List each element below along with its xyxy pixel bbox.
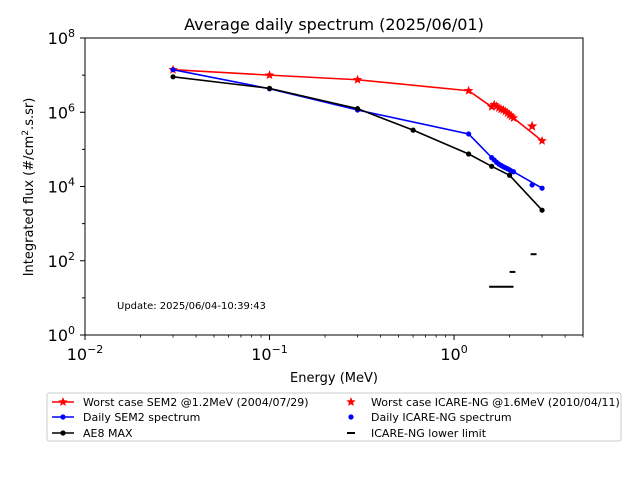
y-axis-label: Integrated flux (#/cm2.s.sr) bbox=[21, 98, 37, 277]
dot-marker bbox=[466, 131, 472, 137]
y-tick-base: 10 bbox=[48, 252, 68, 271]
y-tick-exp: 8 bbox=[68, 27, 75, 40]
legend-entry: Daily ICARE-NG spectrum bbox=[348, 411, 512, 424]
dot-marker bbox=[466, 151, 472, 157]
x-tick-exp: 0 bbox=[461, 343, 468, 356]
y-axis-label-tail: .s.sr) bbox=[22, 98, 37, 130]
y-tick-exp: 0 bbox=[68, 324, 75, 337]
dot-marker bbox=[539, 185, 545, 191]
legend-star-marker bbox=[346, 397, 356, 407]
series-layer bbox=[168, 64, 547, 288]
legend-label: Worst case ICARE-NG @1.6MeV (2010/04/11) bbox=[371, 396, 620, 409]
y-tick-base: 10 bbox=[48, 103, 68, 122]
y-tick-exp: 2 bbox=[68, 250, 75, 263]
y-tick-exp: 4 bbox=[68, 176, 75, 189]
dot-marker bbox=[266, 85, 273, 91]
x-tick-label: 100 bbox=[440, 343, 467, 364]
dot-marker bbox=[539, 207, 545, 213]
star-marker bbox=[486, 101, 497, 111]
x-axis-label: Energy (MeV) bbox=[290, 371, 378, 386]
star-marker bbox=[526, 120, 538, 131]
legend-entry: Worst case ICARE-NG @1.6MeV (2010/04/11) bbox=[346, 396, 620, 409]
dot-marker bbox=[170, 67, 176, 73]
star-marker bbox=[500, 106, 511, 116]
legend-label: Daily ICARE-NG spectrum bbox=[371, 411, 512, 424]
y-tick-base: 10 bbox=[48, 29, 68, 48]
legend-dot-marker bbox=[60, 430, 66, 436]
legend-items: Worst case SEM2 @1.2MeV (2004/07/29) Dail… bbox=[52, 396, 620, 440]
legend: Worst case SEM2 @1.2MeV (2004/07/29) Dail… bbox=[46, 392, 622, 442]
series-line bbox=[172, 76, 543, 211]
series-line bbox=[172, 68, 543, 189]
y-tick-label: 100 bbox=[48, 324, 75, 345]
star-marker bbox=[498, 105, 509, 115]
series-4 bbox=[529, 182, 535, 188]
y-tick-label: 102 bbox=[48, 250, 75, 271]
x-tick-exp: −1 bbox=[272, 343, 288, 356]
x-tick-label: 10−2 bbox=[67, 343, 104, 364]
legend-entry: Daily SEM2 spectrum bbox=[52, 411, 200, 424]
legend-entry: AE8 MAX bbox=[52, 427, 133, 440]
legend-star-marker bbox=[58, 397, 68, 407]
dot-marker bbox=[410, 127, 416, 133]
legend-label: Worst case SEM2 @1.2MeV (2004/07/29) bbox=[83, 396, 308, 409]
x-tick-exp: −2 bbox=[87, 343, 103, 356]
y-tick-exp: 6 bbox=[68, 101, 75, 114]
star-marker bbox=[264, 70, 275, 80]
chart-title: Average daily spectrum (2025/06/01) bbox=[184, 15, 484, 34]
star-marker bbox=[489, 99, 499, 109]
star-marker bbox=[506, 111, 517, 121]
y-tick-label: 106 bbox=[48, 101, 75, 122]
x-tick-base: 10 bbox=[67, 345, 87, 364]
series-0 bbox=[168, 64, 547, 145]
series-5 bbox=[489, 253, 537, 288]
y-tick-base: 10 bbox=[48, 326, 68, 345]
dot-marker bbox=[506, 172, 513, 178]
star-marker bbox=[508, 113, 519, 123]
series-3 bbox=[526, 120, 538, 131]
y-tick-label: 104 bbox=[48, 176, 75, 197]
legend-label: AE8 MAX bbox=[83, 427, 133, 440]
star-marker bbox=[352, 74, 363, 84]
y-axis-label-sup: 2 bbox=[21, 130, 31, 136]
legend-label: Daily SEM2 spectrum bbox=[83, 411, 200, 424]
star-marker bbox=[494, 103, 504, 113]
dot-marker bbox=[529, 182, 535, 188]
legend-entry: ICARE-NG lower limit bbox=[347, 427, 487, 440]
star-marker bbox=[504, 109, 515, 119]
axes-frame bbox=[84, 37, 584, 336]
star-marker bbox=[491, 101, 502, 111]
series-2 bbox=[170, 74, 545, 213]
y-tick-base: 10 bbox=[48, 178, 68, 197]
series-1 bbox=[170, 67, 545, 191]
update-annotation: Update: 2025/06/04-10:39:43 bbox=[117, 301, 266, 312]
legend-dot-marker bbox=[348, 414, 354, 420]
legend-label: ICARE-NG lower limit bbox=[371, 427, 487, 440]
x-tick-base: 10 bbox=[440, 345, 460, 364]
y-tick-label: 108 bbox=[48, 27, 75, 48]
x-tick-label: 10−1 bbox=[251, 343, 288, 364]
star-marker bbox=[537, 135, 547, 145]
dot-marker bbox=[354, 106, 361, 112]
legend-dot-marker bbox=[60, 414, 66, 420]
legend-entry: Worst case SEM2 @1.2MeV (2004/07/29) bbox=[52, 396, 308, 409]
dot-marker bbox=[489, 163, 495, 169]
y-axis-label-main: Integrated flux (#/cm bbox=[22, 136, 37, 277]
star-marker bbox=[502, 108, 513, 118]
x-tick-base: 10 bbox=[251, 345, 271, 364]
dot-marker bbox=[170, 74, 176, 80]
star-marker bbox=[463, 85, 474, 95]
legend-frame bbox=[46, 392, 622, 442]
dot-marker bbox=[510, 169, 517, 175]
